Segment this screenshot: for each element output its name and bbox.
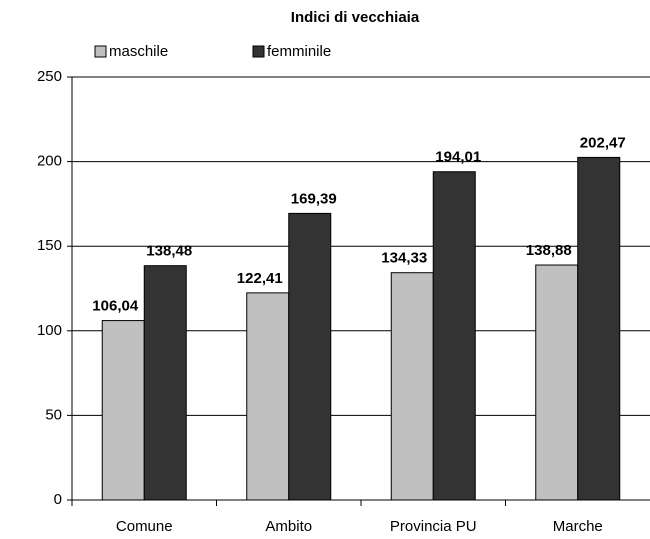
value-label: 138,48 <box>146 243 192 260</box>
x-tick-label: Marche <box>553 518 603 535</box>
legend-swatch <box>252 45 265 58</box>
y-tick-label: 250 <box>37 68 62 85</box>
value-label: 138,88 <box>526 242 572 259</box>
value-label: 134,33 <box>381 250 427 267</box>
legend-label: femminile <box>267 43 331 60</box>
x-tick-label: Provincia PU <box>390 518 477 535</box>
bar <box>101 320 145 501</box>
bar <box>577 156 621 501</box>
value-label: 194,01 <box>435 149 481 166</box>
legend-label: maschile <box>109 43 168 60</box>
x-tick-label: Ambito <box>265 518 312 535</box>
y-tick-label: 100 <box>37 322 62 339</box>
bar <box>432 171 476 501</box>
value-label: 122,41 <box>237 270 283 287</box>
bar <box>288 212 332 501</box>
bar <box>390 272 434 501</box>
bar <box>246 292 290 501</box>
x-tick-label: Comune <box>116 518 173 535</box>
value-label: 106,04 <box>92 298 139 315</box>
y-tick-label: 150 <box>37 237 62 254</box>
chart-title: Indici di vecchiaia <box>291 9 420 26</box>
legend-swatch <box>94 45 107 58</box>
value-label: 169,39 <box>291 190 337 207</box>
y-tick-label: 50 <box>45 406 62 423</box>
y-tick-label: 0 <box>54 491 62 508</box>
bar <box>535 264 579 501</box>
value-label: 202,47 <box>580 134 626 151</box>
bar <box>143 265 187 501</box>
y-tick-label: 200 <box>37 153 62 170</box>
